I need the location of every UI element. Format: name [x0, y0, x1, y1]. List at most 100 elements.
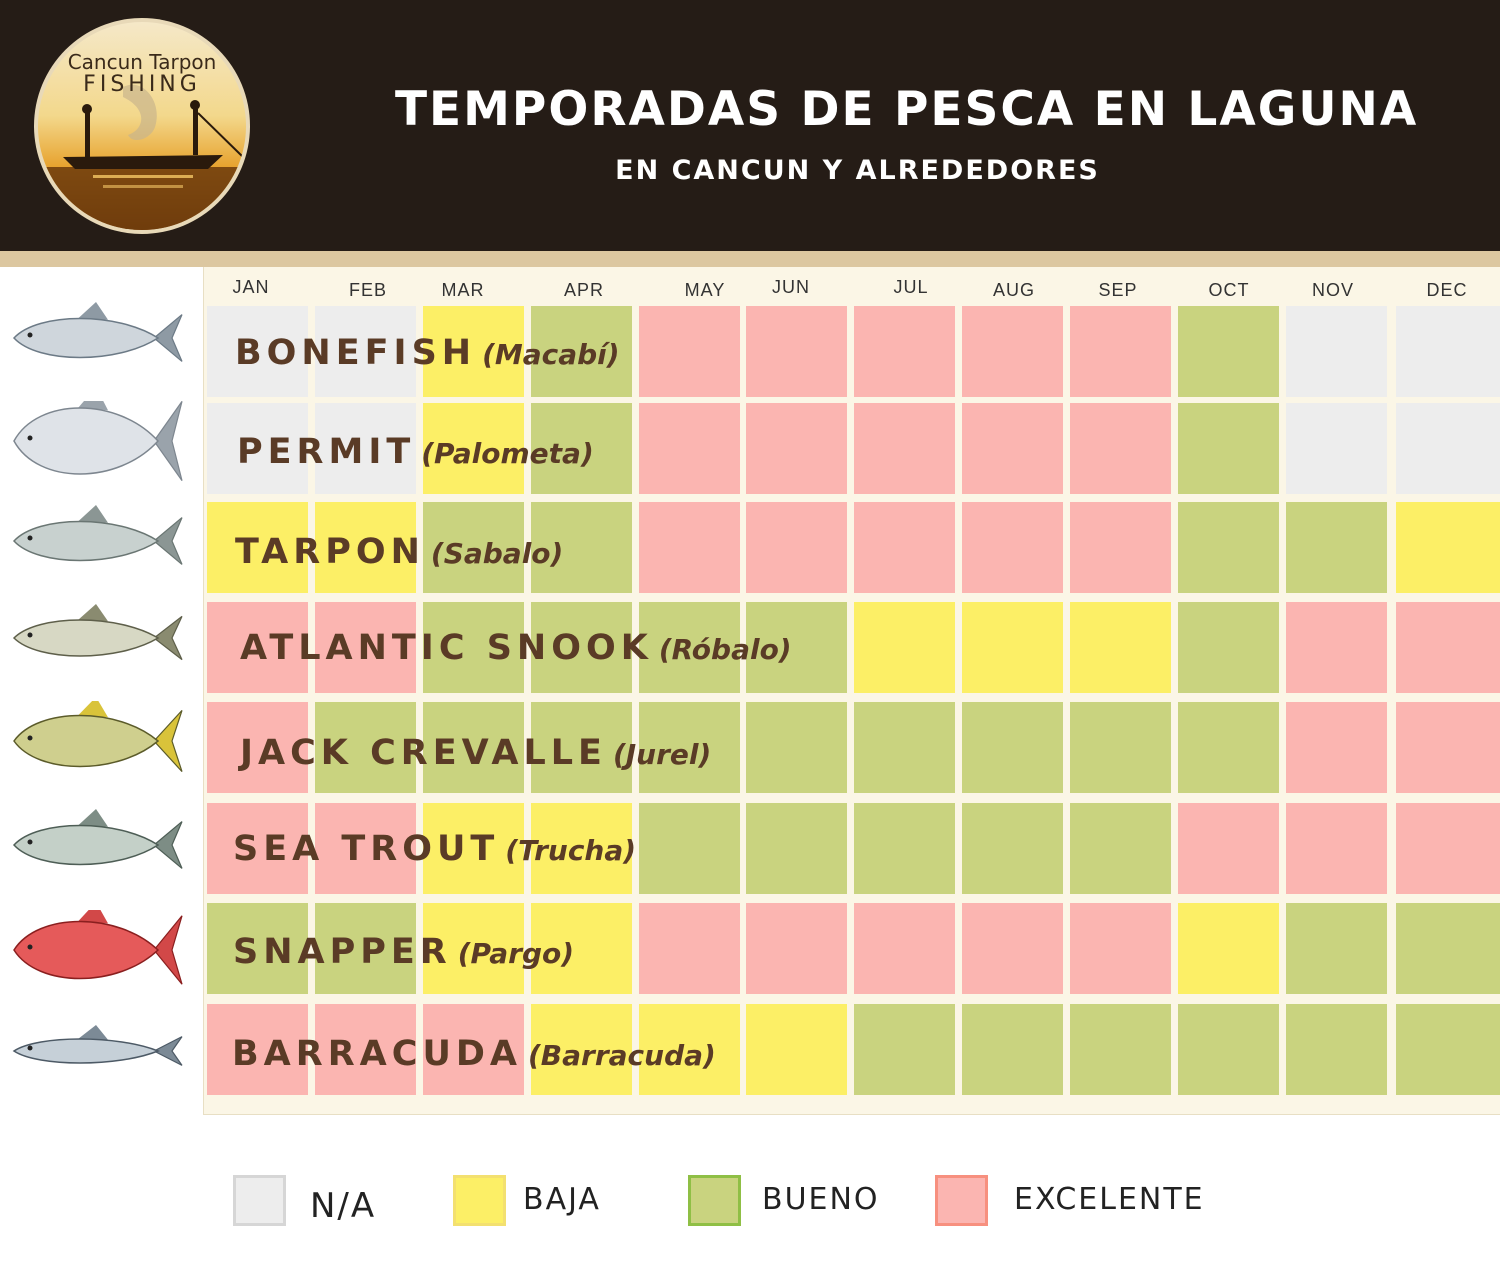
- sea-trout-icon: [12, 809, 183, 869]
- season-cell-permit-may: [639, 403, 740, 494]
- season-cell-barracuda-dec: [1396, 1004, 1500, 1095]
- month-label-mar: MAR: [441, 280, 485, 300]
- season-cell-bonefish-may: [639, 306, 740, 397]
- legend-swatch-bueno: [688, 1175, 741, 1226]
- season-cell-sea-trout-apr: [531, 803, 632, 894]
- season-cell-barracuda-jun: [746, 1004, 847, 1095]
- month-label-jul: JUL: [893, 277, 929, 297]
- season-cell-atlantic-snook-mar: [423, 602, 524, 693]
- season-cell-jack-crevalle-dec: [1396, 702, 1500, 793]
- season-cell-barracuda-apr: [531, 1004, 632, 1095]
- season-cell-snapper-mar: [423, 903, 524, 994]
- season-cell-snapper-oct: [1178, 903, 1279, 994]
- fish-label-jack-crevalle: JACK CREVALLE (Jurel): [240, 733, 711, 773]
- fish-label-bonefish: BONEFISH (Macabí): [235, 333, 620, 373]
- season-cell-bonefish-dec: [1396, 306, 1500, 397]
- fish-local-name: (Sabalo): [430, 537, 564, 570]
- snapper-icon: [13, 910, 183, 985]
- tarpon-icon: [12, 505, 183, 565]
- season-grid: [203, 267, 1500, 1115]
- season-cell-permit-jan: [207, 403, 308, 494]
- season-cell-sea-trout-oct: [1178, 803, 1279, 894]
- month-label-nov: NOV: [1311, 280, 1354, 300]
- season-cell-sea-trout-jul: [854, 803, 955, 894]
- season-cell-sea-trout-nov: [1286, 803, 1387, 894]
- season-cell-tarpon-may: [639, 502, 740, 593]
- season-cell-jack-crevalle-oct: [1178, 702, 1279, 793]
- season-cell-permit-dec: [1396, 403, 1500, 494]
- season-cell-bonefish-sep: [1070, 306, 1171, 397]
- season-cell-bonefish-mar: [423, 306, 524, 397]
- fish-label-atlantic-snook: ATLANTIC SNOOK (Róbalo): [240, 628, 792, 668]
- fish-name: JACK CREVALLE: [240, 733, 607, 773]
- season-cell-tarpon-oct: [1178, 502, 1279, 593]
- season-cell-snapper-aug: [962, 903, 1063, 994]
- month-label-feb: FEB: [348, 280, 387, 300]
- fish-name: BONEFISH: [235, 333, 477, 373]
- season-cell-jack-crevalle-aug: [962, 702, 1063, 793]
- fish-local-name: (Róbalo): [658, 633, 792, 666]
- season-cell-jack-crevalle-may: [639, 702, 740, 793]
- header-banner: [0, 0, 1500, 251]
- fish-name: BARRACUDA: [232, 1034, 522, 1074]
- permit-icon: [13, 401, 183, 481]
- season-cell-bonefish-jan: [207, 306, 308, 397]
- season-cell-bonefish-jun: [746, 306, 847, 397]
- season-cell-sea-trout-feb: [315, 803, 416, 894]
- svg-text:Cancun Tarpon: Cancun Tarpon: [68, 50, 217, 74]
- page-subtitle: EN CANCUN Y ALREDEDORES: [615, 155, 1100, 186]
- season-cell-jack-crevalle-nov: [1286, 702, 1387, 793]
- season-cell-barracuda-feb: [315, 1004, 416, 1095]
- season-cell-barracuda-nov: [1286, 1004, 1387, 1095]
- legend-swatch-na: [233, 1175, 286, 1226]
- fish-label-tarpon: TARPON (Sabalo): [235, 532, 563, 572]
- season-cell-tarpon-apr: [531, 502, 632, 593]
- season-cell-permit-feb: [315, 403, 416, 494]
- season-cell-atlantic-snook-apr: [531, 602, 632, 693]
- season-cell-bonefish-feb: [315, 306, 416, 397]
- season-cell-tarpon-mar: [423, 502, 524, 593]
- fish-label-permit: PERMIT (Palometa): [237, 432, 594, 472]
- season-cell-permit-apr: [531, 403, 632, 494]
- season-cell-tarpon-nov: [1286, 502, 1387, 593]
- snook-icon: [12, 604, 183, 661]
- season-cell-atlantic-snook-sep: [1070, 602, 1171, 693]
- season-cell-jack-crevalle-sep: [1070, 702, 1171, 793]
- season-cell-tarpon-sep: [1070, 502, 1171, 593]
- tarpon-fishing-boat-logo: Cancun Tarpon FISHING: [34, 18, 250, 234]
- fish-local-name: (Pargo): [457, 937, 575, 970]
- season-cell-snapper-jun: [746, 903, 847, 994]
- season-cell-permit-oct: [1178, 403, 1279, 494]
- season-cell-bonefish-oct: [1178, 306, 1279, 397]
- month-label-oct: OCT: [1208, 280, 1250, 300]
- fish-name: ATLANTIC SNOOK: [240, 628, 653, 668]
- season-cell-sea-trout-jun: [746, 803, 847, 894]
- season-cell-tarpon-jan: [207, 502, 308, 593]
- fish-name: SNAPPER: [233, 932, 452, 972]
- season-cell-bonefish-aug: [962, 306, 1063, 397]
- legend-label-na: N/A: [310, 1186, 377, 1226]
- season-cell-barracuda-mar: [423, 1004, 524, 1095]
- season-cell-bonefish-jul: [854, 306, 955, 397]
- legend-label-baja: BAJA: [523, 1182, 601, 1217]
- season-cell-snapper-nov: [1286, 903, 1387, 994]
- season-cell-barracuda-aug: [962, 1004, 1063, 1095]
- season-cell-atlantic-snook-jun: [746, 602, 847, 693]
- season-cell-snapper-sep: [1070, 903, 1171, 994]
- header-divider-band: [0, 251, 1500, 267]
- season-cell-permit-mar: [423, 403, 524, 494]
- season-cell-permit-jul: [854, 403, 955, 494]
- season-cell-snapper-jan: [207, 903, 308, 994]
- legend-label-exc: EXCELENTE: [1014, 1182, 1205, 1217]
- month-label-apr: APR: [563, 280, 604, 300]
- season-cell-tarpon-jun: [746, 502, 847, 593]
- season-cell-barracuda-sep: [1070, 1004, 1171, 1095]
- season-cell-atlantic-snook-oct: [1178, 602, 1279, 693]
- season-cell-jack-crevalle-feb: [315, 702, 416, 793]
- fish-local-name: (Trucha): [505, 834, 637, 867]
- season-cell-tarpon-feb: [315, 502, 416, 593]
- season-cell-tarpon-aug: [962, 502, 1063, 593]
- season-cell-sea-trout-mar: [423, 803, 524, 894]
- barracuda-icon: [12, 1025, 183, 1066]
- month-label-sep: SEP: [1098, 280, 1138, 300]
